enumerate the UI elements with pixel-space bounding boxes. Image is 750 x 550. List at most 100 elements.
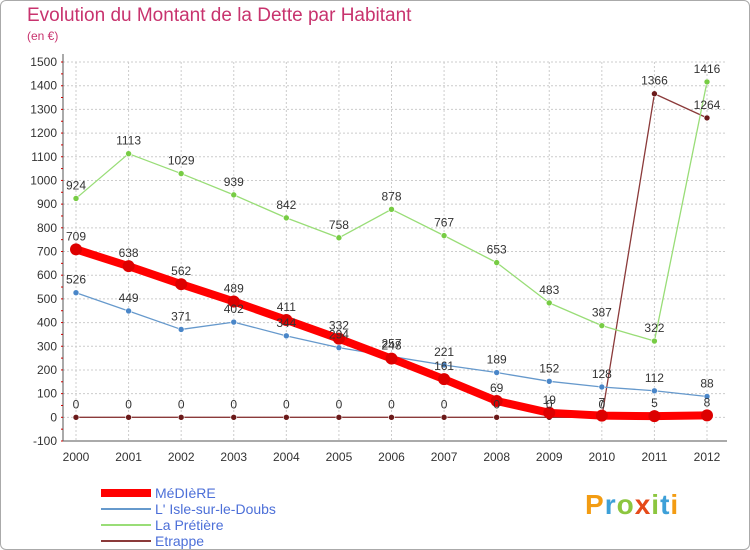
- data-label: 0: [493, 397, 500, 411]
- data-point: [651, 337, 658, 345]
- data-label: 526: [66, 273, 86, 287]
- data-point: [230, 191, 238, 199]
- data-label: 653: [487, 243, 507, 257]
- data-point: [490, 394, 503, 407]
- data-point: [280, 313, 293, 326]
- x-tick-label: 2006: [378, 450, 405, 464]
- data-point: [703, 114, 711, 122]
- logo-letter: i: [670, 489, 680, 520]
- data-point: [388, 206, 395, 213]
- y-tick-label: 900: [37, 197, 57, 211]
- data-point: [595, 409, 608, 422]
- chart-unit: (en €): [27, 29, 59, 43]
- data-point: [438, 373, 451, 386]
- data-label: 638: [119, 246, 139, 260]
- data-point: [283, 332, 290, 340]
- legend-label-medière: MéDIèRE: [155, 485, 216, 501]
- data-point: [648, 410, 661, 423]
- data-point: [177, 170, 185, 177]
- data-point: [703, 78, 711, 86]
- data-label: 371: [171, 309, 191, 323]
- data-label: 161: [434, 359, 454, 373]
- data-label: 842: [276, 198, 296, 212]
- y-tick-label: 800: [37, 221, 57, 235]
- x-tick-label: 2003: [220, 450, 247, 464]
- data-label: 1366: [641, 74, 668, 88]
- y-tick-label: -100: [33, 434, 57, 448]
- data-label: 0: [336, 397, 343, 411]
- data-label: 562: [171, 264, 191, 278]
- logo-letter: t: [660, 489, 671, 520]
- y-tick-label: 1400: [30, 79, 57, 93]
- data-point: [335, 234, 343, 242]
- y-tick-label: 300: [37, 339, 57, 353]
- data-label: 0: [283, 397, 290, 411]
- legend-item-isle-sur-le-doubs: L' Isle-sur-le-Doubs: [101, 501, 276, 517]
- data-point: [332, 332, 345, 345]
- data-point: [227, 295, 240, 308]
- legend-swatch-la-pretiere: [101, 524, 151, 526]
- data-label: 152: [539, 361, 559, 375]
- data-point: [283, 214, 290, 222]
- data-point: [335, 344, 343, 351]
- data-point: [493, 369, 500, 376]
- data-point: [230, 414, 238, 421]
- data-label: 332: [329, 319, 349, 333]
- data-point: [177, 414, 185, 421]
- data-point: [335, 414, 343, 421]
- data-label: 483: [539, 283, 559, 297]
- legend-label-etrappe: Etrappe: [155, 533, 205, 549]
- data-point: [440, 361, 448, 369]
- data-label: 128: [592, 367, 612, 381]
- data-point: [122, 260, 135, 273]
- data-point: [72, 414, 80, 421]
- legend-swatch-medière: [101, 489, 151, 497]
- data-label: 88: [700, 376, 714, 390]
- data-label: 0: [230, 397, 237, 411]
- data-point: [543, 406, 556, 419]
- x-tick-label: 2002: [168, 450, 195, 464]
- data-point: [125, 307, 132, 315]
- data-label: 7: [598, 396, 605, 410]
- data-point: [175, 278, 188, 291]
- data-point: [72, 195, 80, 202]
- data-label: 1264: [694, 98, 721, 112]
- logo-letter: r: [604, 489, 617, 520]
- data-point: [440, 232, 448, 239]
- x-tick-label: 2004: [273, 450, 300, 464]
- data-label: 709: [66, 229, 86, 243]
- x-tick-label: 2000: [63, 450, 90, 464]
- data-point: [125, 150, 132, 157]
- data-label: 0: [178, 397, 185, 411]
- legend-swatch-etrappe: [101, 540, 151, 542]
- x-tick-label: 2005: [326, 450, 353, 464]
- data-point: [385, 352, 398, 365]
- data-point: [177, 326, 185, 333]
- data-point: [545, 378, 553, 385]
- logo-letter: P: [585, 489, 605, 520]
- logo-letter: i: [651, 489, 661, 520]
- data-label: 5: [651, 396, 658, 410]
- data-label: 69: [490, 381, 504, 395]
- data-label: 939: [224, 175, 244, 189]
- data-label: 1029: [168, 154, 195, 168]
- data-label: 0: [125, 397, 132, 411]
- data-point: [230, 318, 238, 326]
- data-point: [70, 243, 82, 256]
- y-tick-label: 1000: [30, 173, 57, 187]
- data-label: 411: [277, 300, 296, 314]
- data-point: [598, 383, 606, 391]
- data-label: 19: [543, 393, 557, 407]
- data-label: 1113: [116, 134, 141, 148]
- y-tick-label: 400: [37, 316, 57, 330]
- data-label: 758: [329, 218, 349, 232]
- data-label: 322: [644, 321, 664, 335]
- data-label: 878: [381, 189, 401, 203]
- y-tick-label: 200: [37, 363, 57, 377]
- y-tick-label: 0: [50, 410, 57, 424]
- data-label: 0: [546, 397, 553, 411]
- y-tick-label: 1300: [30, 102, 57, 116]
- data-label: 489: [224, 281, 244, 295]
- legend-swatch-isle-sur-le-doubs: [101, 508, 151, 510]
